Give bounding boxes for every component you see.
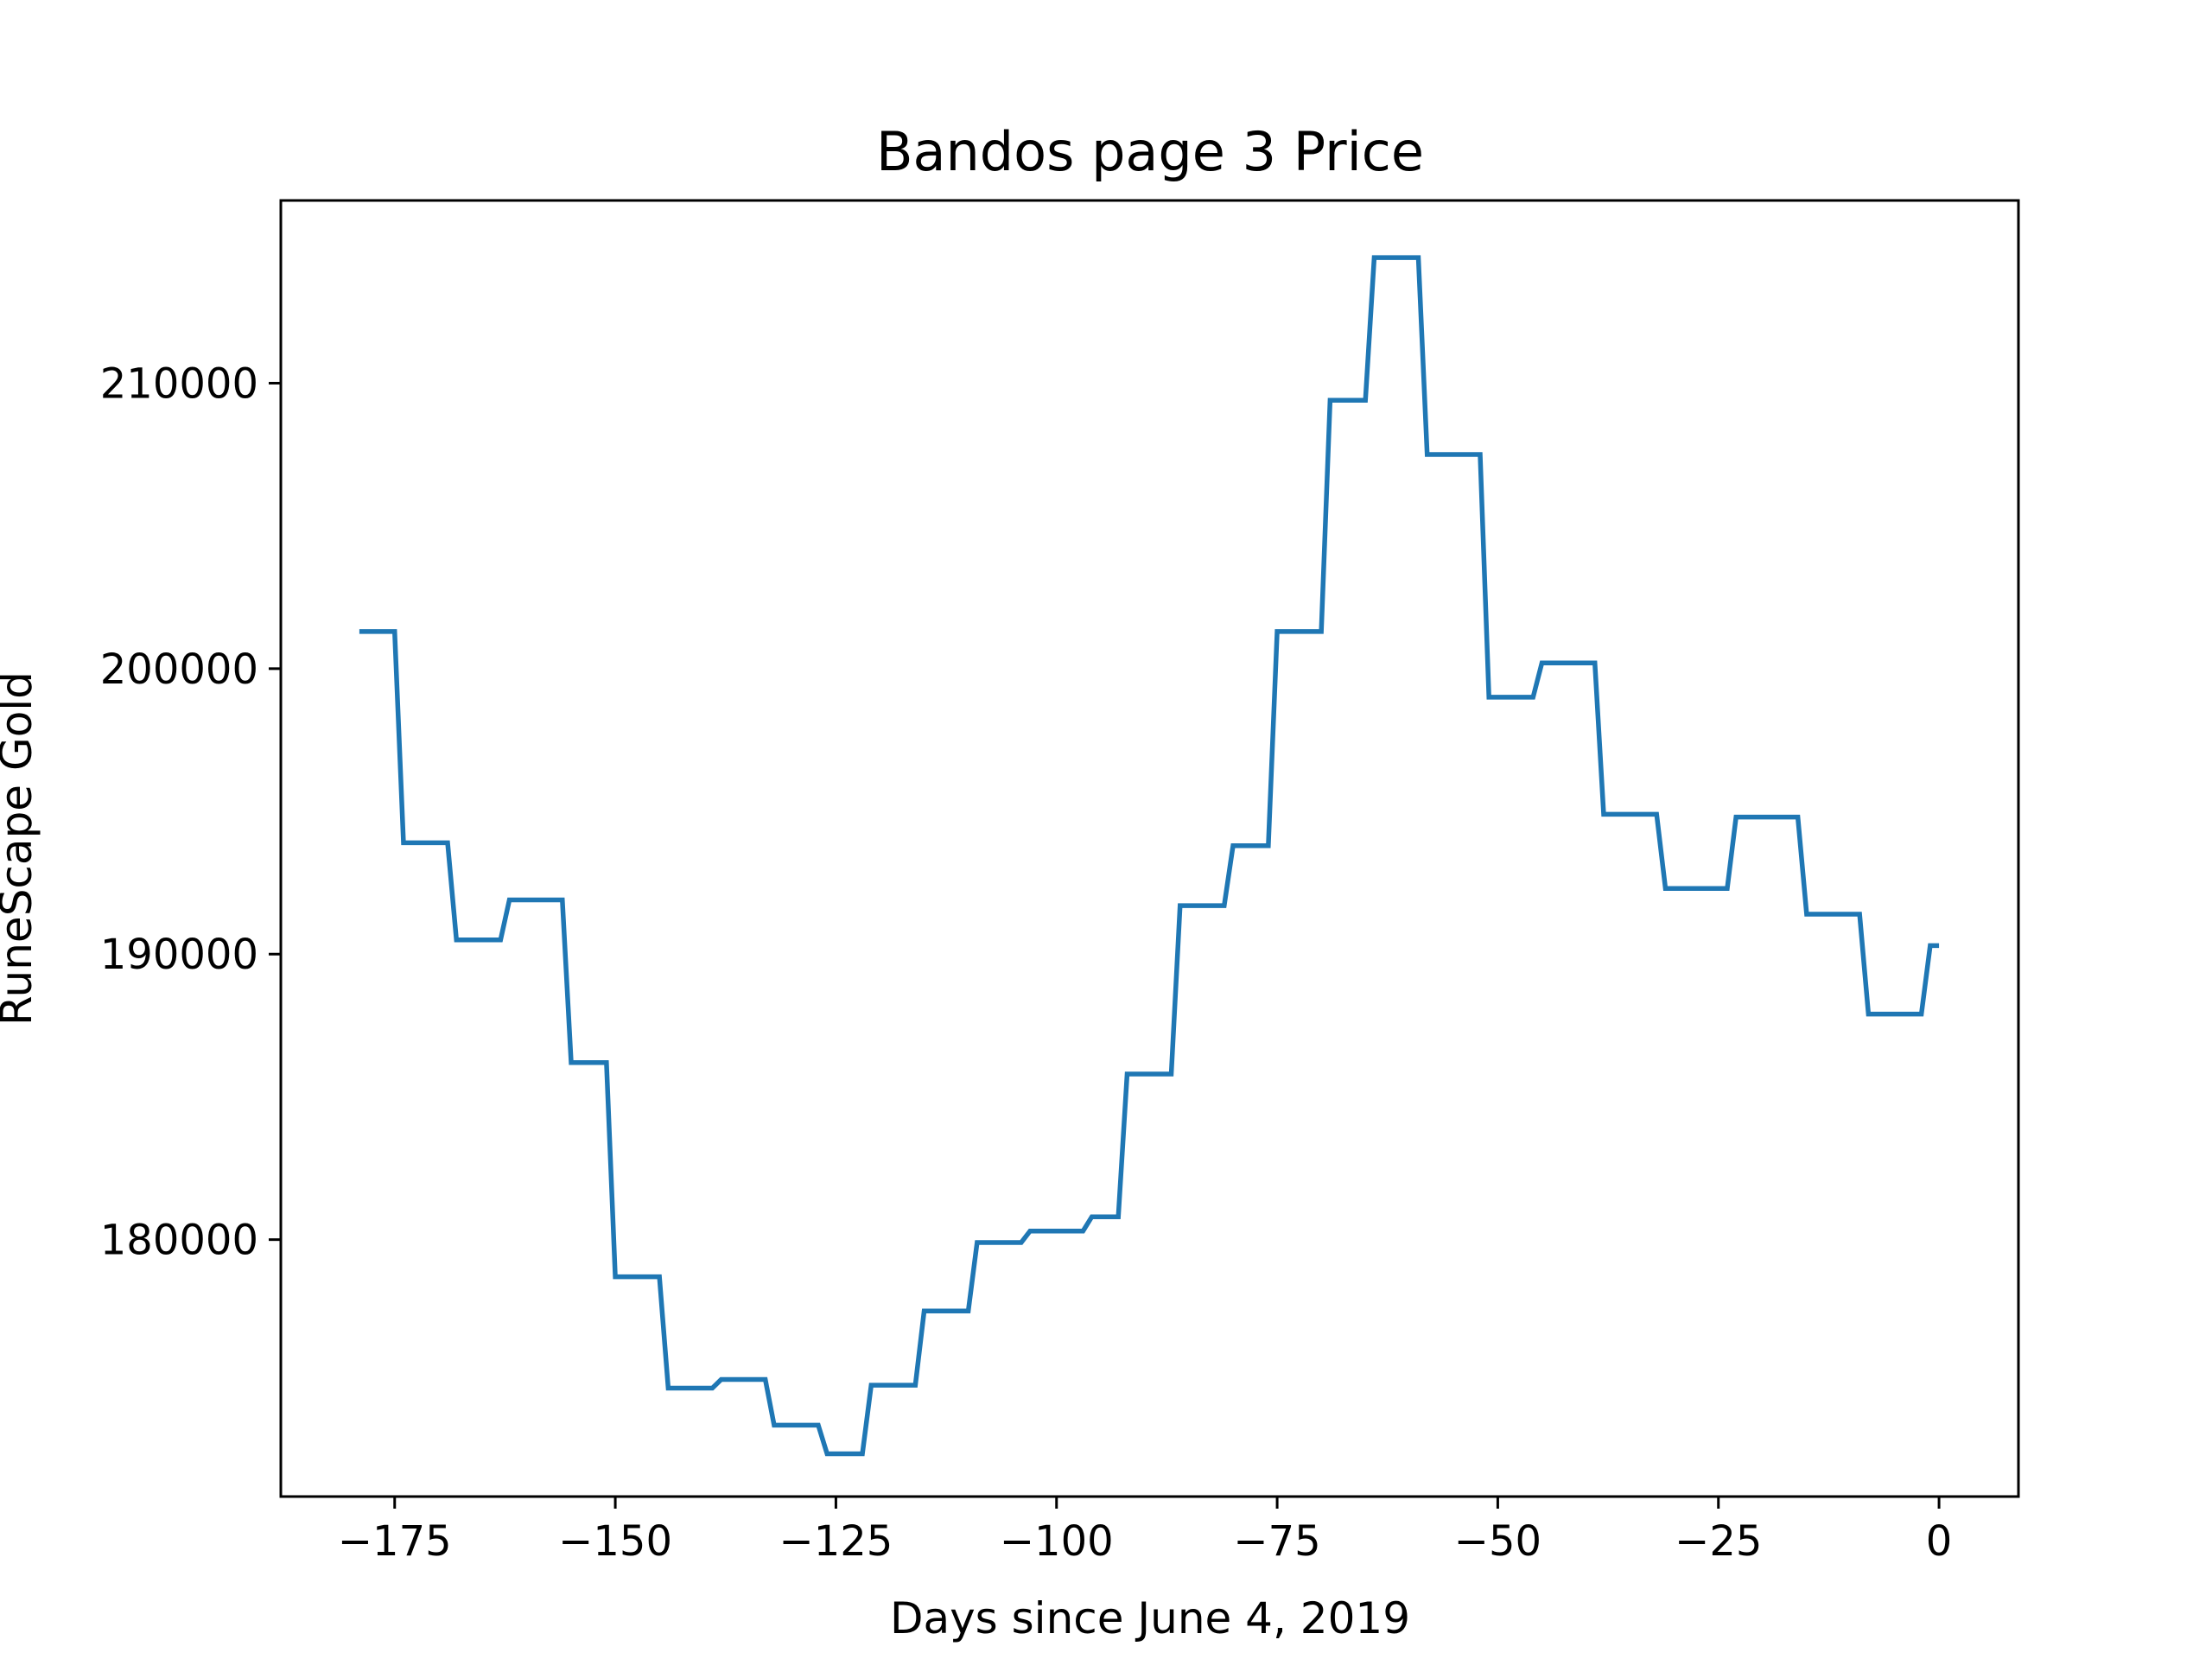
x-axis-label: Days since June 4, 2019 xyxy=(890,1593,1410,1643)
y-axis: 180000 190000 200000 210000 xyxy=(100,359,281,1265)
y-tick-label: 200000 xyxy=(100,645,258,694)
x-tick-label: −100 xyxy=(1000,1517,1114,1566)
y-tick-label: 180000 xyxy=(100,1217,258,1265)
x-tick-label: −125 xyxy=(779,1517,893,1566)
x-tick-label: −50 xyxy=(1454,1517,1541,1566)
x-tick-label: −150 xyxy=(558,1517,672,1566)
y-axis-label: RuneScape Gold xyxy=(0,671,41,1026)
price-series-line xyxy=(359,255,1940,1457)
y-tick-label: 190000 xyxy=(100,931,258,979)
x-tick-label: −175 xyxy=(338,1517,452,1566)
x-tick-label: 0 xyxy=(1926,1517,1953,1566)
x-axis: −175 −150 −125 −100 −75 −50 −25 0 xyxy=(338,1497,1953,1566)
y-tick-label: 210000 xyxy=(100,359,258,408)
plot-frame xyxy=(279,199,2020,1498)
x-tick-label: −75 xyxy=(1233,1517,1320,1566)
x-tick-label: −25 xyxy=(1675,1517,1762,1566)
chart-title: Bandos page 3 Price xyxy=(876,120,1424,183)
